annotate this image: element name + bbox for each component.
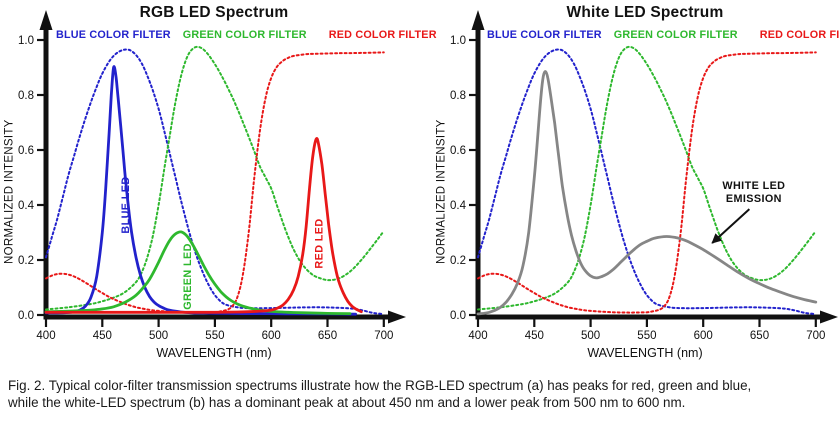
green-color-filter-curve	[477, 45, 817, 311]
chart-title-rgb: RGB LED Spectrum	[139, 4, 289, 21]
x-axis-label: WAVELENGTH (nm)	[156, 346, 272, 360]
x-tick-label: 500	[149, 330, 168, 342]
x-tick-label: 650	[318, 330, 337, 342]
x-tick-label: 400	[468, 330, 487, 342]
legend-red-color-filter: RED COLOR FILTER	[759, 29, 840, 41]
chart-rgb-led-spectrum: RGB LED Spectrum BLUE COLOR FILTER GREEN…	[0, 0, 437, 372]
y-axis-arrow	[39, 10, 53, 30]
y-tick-label: 0.4	[18, 200, 35, 212]
y-tick-label: 0.4	[450, 200, 467, 212]
x-tick-label: 650	[750, 330, 769, 342]
figure-caption: Fig. 2. Typical color-filter transmissio…	[8, 377, 832, 412]
legend-red-color-filter: RED COLOR FILTER	[328, 29, 437, 41]
red-led-curve	[44, 136, 363, 314]
y-tick-label: 0.2	[450, 255, 466, 267]
caption-line-2: while the white-LED spectrum (b) has a d…	[8, 395, 686, 411]
blue-color-filter-curve	[45, 48, 385, 316]
legend-green-color-filter: GREEN COLOR FILTER	[182, 29, 307, 41]
x-tick-label: 550	[637, 330, 656, 342]
legend-white: BLUE COLOR FILTER GREEN COLOR FILTER RED…	[487, 29, 840, 41]
y-tick-label: 1.0	[18, 35, 34, 47]
white-spectrum-plot: 400 450 500 550 600 650 700 0.0 0.2 0.4 0.6 0.8 1.0 W…	[450, 10, 838, 342]
blue-color-filter-curve	[477, 48, 817, 316]
x-tick-label: 400	[36, 330, 55, 342]
rgb-spectrum-plot: 400 450 500 550 600 650 700 0.0 0.2 0.4 0.6 0.8 1.0 B…	[18, 10, 406, 342]
y-tick-label: 0.2	[18, 255, 34, 267]
red-led-label: RED LED	[313, 218, 325, 268]
green-color-filter-curve	[45, 45, 385, 311]
legend-green-color-filter: GREEN COLOR FILTER	[613, 29, 738, 41]
blue-led-label: BLUE LED	[120, 176, 132, 233]
white-led-emission-label: WHITE LED EMISSION	[722, 180, 785, 205]
x-tick-label: 600	[694, 330, 713, 342]
annotation-arrow	[711, 208, 751, 244]
legend-rgb: BLUE COLOR FILTER GREEN COLOR FILTER RED…	[56, 29, 437, 41]
x-tick-label: 550	[205, 330, 224, 342]
y-tick-label: 0.6	[18, 145, 34, 157]
red-color-filter-curve	[477, 51, 817, 314]
x-tick-label: 450	[93, 330, 112, 342]
y-tick-label: 0.6	[450, 145, 466, 157]
y-tick-label: 0.0	[450, 310, 466, 322]
y-axis-arrow	[471, 10, 485, 30]
legend-blue-color-filter: BLUE COLOR FILTER	[487, 29, 602, 41]
white-led-emission-curve	[476, 70, 818, 316]
green-led-label: GREEN LED	[182, 243, 194, 310]
x-tick-label: 700	[374, 330, 393, 342]
x-tick-label: 450	[525, 330, 544, 342]
x-axis-arrow	[388, 310, 406, 324]
x-tick-label: 500	[581, 330, 600, 342]
chart-white-led-spectrum: White LED Spectrum BLUE COLOR FILTER GRE…	[420, 0, 840, 372]
chart-title-white: White LED Spectrum	[566, 4, 724, 21]
x-axis-arrow	[820, 310, 838, 324]
y-tick-label: 0.8	[450, 90, 466, 102]
x-tick-label: 700	[806, 330, 825, 342]
caption-line-1: Fig. 2. Typical color-filter transmissio…	[8, 378, 752, 393]
y-tick-label: 0.0	[18, 310, 34, 322]
x-tick-label: 600	[262, 330, 281, 342]
y-tick-label: 1.0	[450, 35, 466, 47]
y-tick-label: 0.8	[18, 90, 34, 102]
legend-blue-color-filter: BLUE COLOR FILTER	[56, 29, 171, 41]
x-axis-label: WAVELENGTH (nm)	[587, 346, 703, 360]
